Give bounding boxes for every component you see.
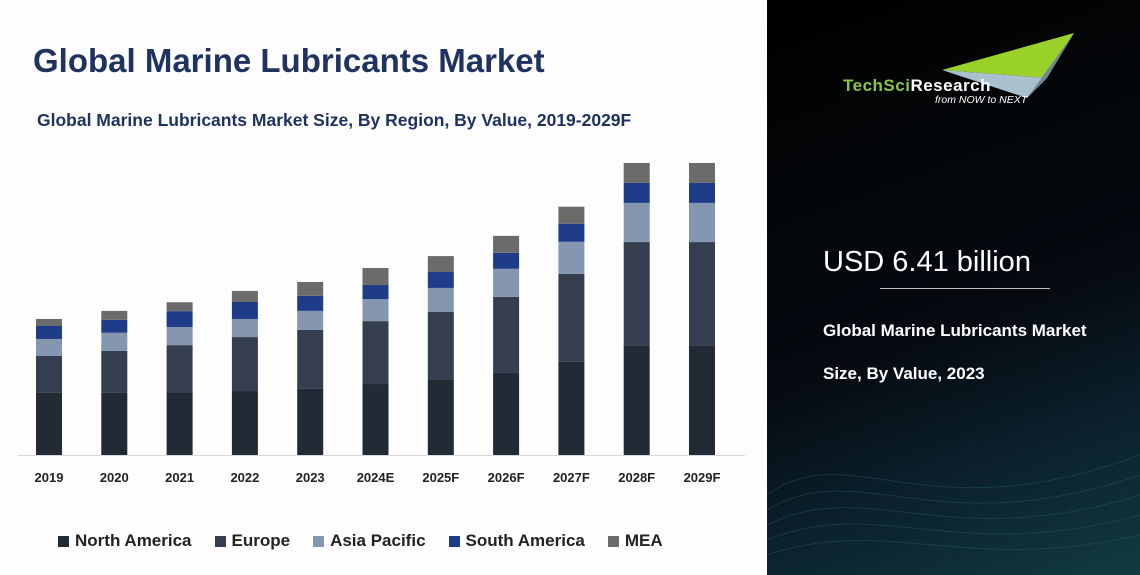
bar-segment-asia-pacific [689, 202, 715, 243]
stacked-bar-chart: 2019 2020 2021 2022 2023 2024E 2025F 2026F 2027F… [18, 162, 745, 485]
legend-item: South America [448, 531, 585, 551]
bar-segment-asia-pacific [166, 327, 193, 346]
bar-segment-asia-pacific [427, 287, 454, 312]
bar-segment-south-america [231, 301, 258, 319]
legend-label: MEA [624, 531, 663, 550]
bar-segment-europe [362, 321, 389, 385]
bar-segment-mea [558, 206, 585, 224]
legend-swatch [214, 535, 226, 547]
bar-segment-asia-pacific [362, 299, 389, 322]
bar-segment-south-america [36, 325, 62, 339]
bar-segment-south-america [493, 252, 520, 269]
legend-label: Europe [231, 531, 291, 550]
bar-segment-south-america [689, 182, 715, 203]
legend-label: North America [75, 531, 192, 550]
bar-segment-mea [493, 235, 520, 253]
x-tick-label: 2025F [422, 470, 459, 485]
bar-segment-south-america [623, 182, 650, 203]
x-tick-label: 2020 [100, 470, 129, 485]
bar-segment-asia-pacific [558, 241, 585, 274]
bar-segment-south-america [427, 272, 454, 288]
bar-segment-north-america [689, 345, 715, 455]
techsci-logo-icon [942, 33, 1074, 98]
bar-segment-asia-pacific [101, 332, 128, 351]
bar-segment-north-america [166, 392, 193, 455]
bar-segment-mea [231, 290, 258, 302]
logo-tagline: from NOW to NEXT [935, 94, 1028, 106]
chart-title: Global Marine Lubricants Market Size, By… [37, 110, 632, 130]
x-tick-label: 2027F [553, 470, 590, 485]
legend-label: Asia Pacific [330, 531, 426, 550]
bar-segment-europe [493, 296, 520, 373]
page-title: Global Marine Lubricants Market [33, 42, 545, 79]
bar-segment-europe [297, 329, 324, 389]
legend: North America Europe Asia Pacific South Ame… [58, 531, 686, 551]
bar-segment-north-america [362, 384, 389, 455]
legend-swatch [607, 535, 619, 547]
legend-item: North America [58, 531, 192, 551]
bar-segment-north-america [493, 372, 520, 455]
bar-segment-mea [101, 310, 128, 320]
bar-segment-north-america [101, 392, 128, 455]
bar-segment-europe [166, 345, 193, 393]
wave-decoration [767, 454, 1140, 556]
bar-segment-mea [362, 267, 389, 285]
divider [880, 288, 1050, 289]
logo-text: TechSciResearch [843, 76, 991, 95]
bar-segment-asia-pacific [36, 338, 62, 356]
bar-segment-asia-pacific [493, 268, 520, 297]
x-tick-label: 2023 [296, 470, 325, 485]
legend-swatch [313, 535, 325, 547]
caption-line-1: Global Marine Lubricants Market [823, 321, 1087, 340]
bar-segment-europe [623, 242, 650, 346]
bar-segment-north-america [623, 345, 650, 455]
bar-segment-europe [101, 350, 128, 393]
legend-swatch [58, 535, 69, 547]
bar-segment-mea [297, 282, 324, 296]
bar-segment-mea [36, 318, 62, 326]
bar-segment-south-america [101, 319, 128, 333]
bar-segment-north-america [231, 391, 258, 455]
bar-segment-mea [427, 256, 454, 273]
legend-item: MEA [607, 531, 663, 551]
bar-segment-europe [231, 337, 258, 392]
bar-segment-asia-pacific [231, 318, 258, 338]
bar-segment-south-america [166, 311, 193, 328]
bar-segment-south-america [558, 223, 585, 242]
chart-panel: Global Marine Lubricants Market Global M… [18, 42, 745, 551]
bar-segment-north-america [297, 388, 324, 455]
legend-swatch [448, 535, 460, 547]
x-tick-label: 2028F [618, 470, 655, 485]
bar-segment-south-america [362, 284, 389, 300]
x-tick-label: 2029F [684, 470, 721, 485]
legend-item: Asia Pacific [313, 531, 426, 551]
bar-segment-europe [36, 355, 62, 393]
bar-segment-asia-pacific [297, 310, 324, 330]
legend-item: Europe [214, 531, 291, 551]
bar-segment-mea [623, 162, 650, 183]
bar-segment-north-america [36, 392, 62, 455]
bar-segment-asia-pacific [623, 202, 650, 243]
bar-segment-europe [689, 242, 715, 346]
summary-panel: TechSciResearch from NOW to NEXT USD 6.4… [767, 0, 1140, 575]
bar-segment-north-america [427, 379, 454, 455]
x-tick-label: 2021 [165, 470, 194, 485]
x-tick-label: 2019 [35, 470, 64, 485]
market-value: USD 6.41 billion [823, 246, 1031, 278]
bar-segment-europe [558, 273, 585, 362]
bar-segment-north-america [558, 361, 585, 455]
bar-segment-south-america [297, 295, 324, 311]
caption-line-2: Size, By Value, 2023 [823, 364, 985, 383]
x-tick-label: 2026F [488, 470, 525, 485]
legend-label: South America [465, 531, 585, 550]
x-tick-label: 2022 [230, 470, 259, 485]
bar-segment-europe [427, 311, 454, 380]
x-tick-label: 2024E [357, 470, 395, 485]
bar-segment-mea [166, 302, 193, 312]
bar-segment-mea [689, 162, 715, 183]
